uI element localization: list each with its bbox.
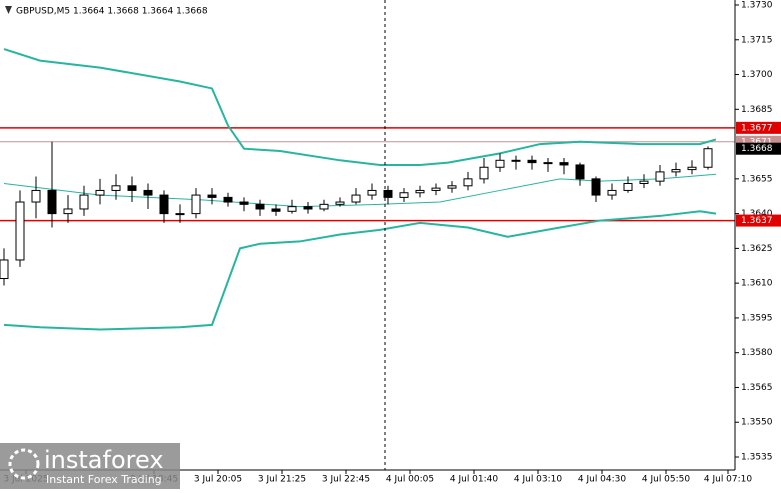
last-price-tag	[736, 142, 781, 155]
candle-body	[303, 206, 313, 210]
y-tick-label: 1.3685	[741, 105, 773, 115]
candle-body	[623, 182, 633, 191]
candle-body	[159, 194, 169, 215]
candle-body	[543, 162, 553, 165]
y-tick-label: 1.3580	[741, 348, 773, 358]
watermark-tagline: Instant Forex Trading	[46, 473, 162, 486]
level-tag	[736, 121, 781, 134]
x-tick-label: 3 Jul 20:05	[194, 475, 242, 485]
bollinger-band	[3, 48, 717, 166]
candle-body	[31, 189, 41, 203]
candle-body	[575, 164, 585, 180]
candle-body	[271, 208, 281, 212]
y-tick-label: 1.3625	[741, 244, 773, 254]
last-price-label: 1.3668	[741, 144, 773, 154]
candle-body	[79, 194, 89, 210]
y-tick-label: 1.3715	[741, 35, 773, 45]
candle-body	[143, 189, 153, 196]
candle-body	[415, 189, 425, 194]
watermark-brand: instaforex	[44, 446, 164, 474]
watermark: instaforex Instant Forex Trading	[0, 443, 180, 489]
y-tick-label: 1.3655	[741, 174, 773, 184]
candle-body	[239, 201, 249, 205]
candle-body	[0, 259, 9, 280]
y-tick-label: 1.3550	[741, 418, 773, 428]
level-label: 1.3677	[741, 123, 773, 133]
candle-body	[335, 201, 345, 205]
level-label: 1.3637	[741, 216, 773, 226]
candle-body	[383, 189, 393, 198]
candle-body	[655, 171, 665, 182]
x-tick-label: 4 Jul 05:50	[642, 475, 691, 485]
candle-body	[351, 194, 361, 203]
chart-title: GBPUSD,M5 1.3664 1.3668 1.3664 1.3668	[16, 7, 208, 17]
candle-body	[495, 159, 505, 168]
candle-body	[527, 159, 537, 164]
candle-body	[591, 178, 601, 196]
candle-body	[671, 169, 681, 173]
watermark-logo	[8, 448, 40, 480]
y-tick-label: 1.3730	[741, 1, 773, 11]
candle-body	[191, 194, 201, 215]
candle-body	[607, 189, 617, 196]
candle-body	[207, 194, 217, 198]
y-tick-label: 1.3700	[741, 70, 773, 80]
candle-body	[703, 148, 713, 168]
candle-body	[463, 178, 473, 187]
candle-body	[95, 189, 105, 196]
x-tick-label: 4 Jul 01:40	[450, 475, 499, 485]
x-tick-label: 4 Jul 04:30	[578, 475, 627, 485]
candle-body	[399, 192, 409, 198]
y-tick-label: 1.3610	[741, 279, 773, 289]
candle-body	[255, 203, 265, 210]
candle-body	[367, 189, 377, 196]
candle-body	[559, 162, 569, 166]
candle-body	[511, 159, 521, 162]
level-tag	[736, 214, 781, 227]
y-tick-label: 1.3640	[741, 209, 773, 219]
candle-body	[319, 203, 329, 210]
candle-body	[63, 208, 73, 215]
candle-body	[111, 185, 121, 191]
y-tick-label: 1.3595	[741, 313, 773, 323]
candle-body	[479, 166, 489, 180]
bollinger-band	[3, 210, 717, 331]
x-tick-label: 4 Jul 03:10	[514, 475, 563, 485]
candle-body	[287, 206, 297, 212]
x-tick-label: 4 Jul 07:10	[704, 475, 753, 485]
candle-body	[15, 201, 25, 261]
candle-body	[639, 180, 649, 184]
x-tick-label: 3 Jul 22:45	[322, 475, 370, 485]
x-tick-label: 3 Jul 21:25	[258, 475, 306, 485]
candle-body	[47, 189, 57, 215]
x-tick-label: 4 Jul 00:05	[386, 475, 434, 485]
candle-body	[431, 187, 441, 191]
candle-body	[127, 185, 137, 191]
candle-body	[223, 196, 233, 203]
candle-body	[447, 185, 457, 189]
candle-body	[175, 213, 185, 216]
y-tick-label: 1.3535	[741, 453, 773, 463]
y-tick-label: 1.3565	[741, 383, 773, 393]
candle-body	[687, 166, 697, 171]
symbol-icon	[5, 6, 12, 14]
level-label: 1.3671	[741, 137, 773, 147]
